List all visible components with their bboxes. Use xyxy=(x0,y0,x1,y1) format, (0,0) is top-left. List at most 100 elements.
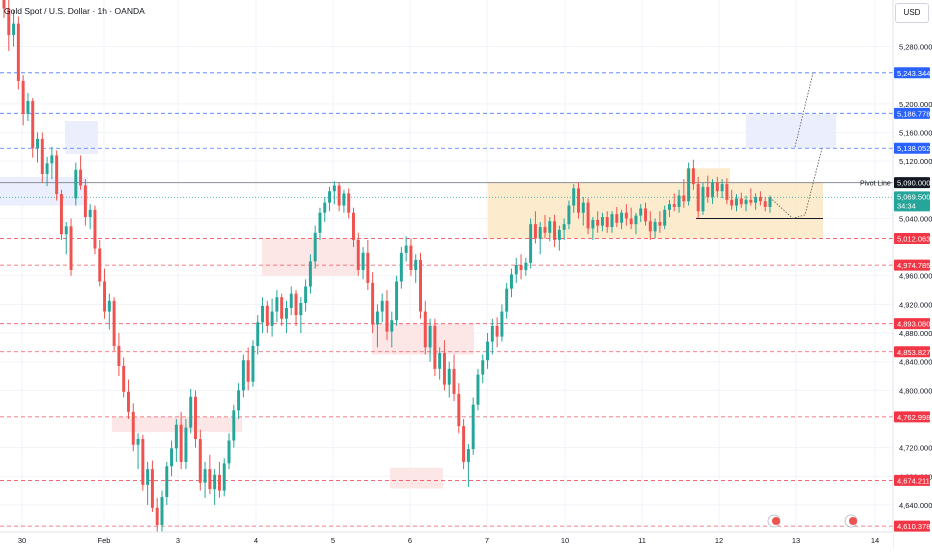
candle-down xyxy=(715,182,719,192)
candle-up xyxy=(170,448,174,467)
candle-down xyxy=(246,360,250,382)
price-tick-label: 4,920.000 xyxy=(899,300,932,309)
candle-down xyxy=(615,214,619,223)
candle-up xyxy=(189,396,193,428)
price-tick-label: 4,640.000 xyxy=(899,501,932,510)
candle-down xyxy=(553,221,557,240)
price-tick-label: 4,960.000 xyxy=(899,272,932,281)
candle-up xyxy=(687,168,691,202)
candle-up xyxy=(332,185,336,192)
candle-down xyxy=(763,201,767,207)
candle-up xyxy=(466,449,470,462)
candle-down xyxy=(93,209,97,249)
time-tick-label: 11 xyxy=(638,536,646,545)
price-label-pivot xyxy=(894,177,930,189)
price-tick-label: 5,200.000 xyxy=(899,100,932,109)
projection-path xyxy=(769,148,823,219)
currency-button[interactable]: USD xyxy=(895,3,929,23)
candle-down xyxy=(739,198,743,205)
candle-up xyxy=(88,209,92,218)
candle-up xyxy=(256,322,260,346)
candle-up xyxy=(261,305,265,323)
candle-up xyxy=(361,252,365,271)
projection-path xyxy=(794,72,814,147)
zones xyxy=(0,113,836,489)
price-label-text: 5,186.778 xyxy=(897,109,930,118)
price-label-text: 4,893.080 xyxy=(897,320,930,329)
candle-down xyxy=(691,168,695,185)
candle-down xyxy=(682,195,686,202)
candle-up xyxy=(677,195,681,207)
candle-down xyxy=(16,23,20,81)
time-tick-label: 7 xyxy=(485,536,489,545)
candle-down xyxy=(423,311,427,348)
price-tick-label: 4,720.000 xyxy=(899,444,932,453)
candle-down xyxy=(696,184,700,212)
price-label-support xyxy=(894,232,930,244)
candle-up xyxy=(146,469,150,485)
candle-down xyxy=(442,353,446,385)
candle-down xyxy=(356,239,360,271)
candle-up xyxy=(165,466,169,498)
candle-down xyxy=(83,185,87,218)
candle-down xyxy=(596,219,600,226)
candle-down xyxy=(294,293,298,316)
time-tick-label: 13 xyxy=(792,536,800,545)
candle-down xyxy=(198,439,202,483)
candle-up xyxy=(428,325,432,348)
price-label-last xyxy=(894,191,930,212)
candle-down xyxy=(543,227,547,233)
candle-up xyxy=(275,297,279,312)
candle-down xyxy=(419,259,422,312)
candle-up xyxy=(399,252,403,282)
candle-down xyxy=(7,8,11,36)
price-label-support xyxy=(894,318,930,330)
candle-up xyxy=(241,360,245,391)
candle-down xyxy=(40,138,44,175)
candle-down xyxy=(141,439,145,485)
candle-down xyxy=(648,221,652,232)
time-axis[interactable]: 30 Feb 3 4 5 6 7 10 11 12 13 14 xyxy=(0,514,893,550)
candle-down xyxy=(126,391,130,412)
candle-up xyxy=(471,404,475,450)
candle-up xyxy=(591,219,595,229)
price-label-support xyxy=(894,259,930,271)
candle-down xyxy=(371,282,375,325)
candle-down xyxy=(347,193,351,213)
price-label-text: 5,069.500 xyxy=(897,192,930,201)
price-label-support xyxy=(894,411,930,423)
candle-down xyxy=(155,507,159,525)
price-label-resistance xyxy=(894,67,930,79)
candle-up xyxy=(232,410,236,441)
price-label-resistance xyxy=(894,107,930,119)
candle-up xyxy=(505,288,509,312)
price-label-support xyxy=(894,474,930,486)
price-label-text: 5,090.000 xyxy=(897,179,930,188)
candle-down xyxy=(457,393,461,427)
price-tick-label: 5,120.000 xyxy=(899,157,932,166)
candle-up xyxy=(581,202,585,213)
candle-up xyxy=(304,286,308,303)
price-label-text: 4,762.998 xyxy=(897,413,930,422)
candle-down xyxy=(208,469,212,490)
price-axis[interactable]: 5,280.000 5,200.000 5,160.000 5,120.000 5,04… xyxy=(892,0,932,550)
candle-up xyxy=(529,224,533,263)
candle-down xyxy=(31,100,35,149)
candle-up xyxy=(514,265,518,275)
candle-down xyxy=(409,245,413,271)
candle-up xyxy=(395,281,399,321)
candle-down xyxy=(59,194,63,235)
candle-down xyxy=(366,252,370,283)
time-tick-label: 5 xyxy=(331,536,335,545)
time-tick-label: Feb xyxy=(98,536,111,545)
candle-down xyxy=(150,469,154,508)
time-tick-label: 6 xyxy=(408,536,412,545)
candle-up xyxy=(754,196,758,203)
candle-down xyxy=(21,80,25,114)
candle-up xyxy=(768,197,772,207)
price-label-text: 5,012.063 xyxy=(897,234,930,243)
candle-up xyxy=(380,300,384,312)
price-tick-label: 4,800.000 xyxy=(899,386,932,395)
